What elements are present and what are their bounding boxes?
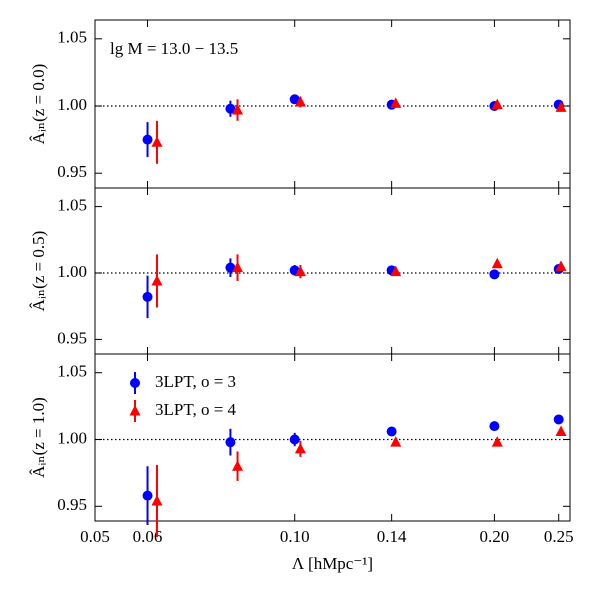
data-point — [225, 437, 236, 448]
data-point — [489, 269, 500, 280]
data-point — [294, 265, 306, 277]
y-tick-label: 1.05 — [57, 362, 87, 381]
annotation: lg M = 13.0 − 13.5 — [110, 39, 238, 58]
y-tick-label: 1.05 — [57, 195, 87, 214]
data-point — [151, 274, 163, 286]
data-point — [225, 262, 236, 273]
data-point — [390, 97, 402, 108]
data-point — [491, 436, 503, 447]
data-point — [232, 460, 244, 471]
data-point — [232, 104, 244, 115]
data-point — [142, 490, 153, 501]
data-point — [390, 436, 402, 447]
data-point — [491, 98, 503, 110]
x-tick-label: 0.20 — [480, 527, 510, 546]
legend-marker — [130, 378, 140, 388]
legend-label: 3LPT, o = 4 — [155, 400, 237, 419]
data-point — [142, 291, 153, 302]
data-point — [232, 261, 244, 273]
data-point — [489, 421, 500, 432]
x-tick-label: 0.05 — [80, 527, 110, 546]
y-tick-label: 0.95 — [57, 495, 87, 514]
data-point — [386, 426, 397, 437]
y-axis-label: Âᵢₙ(z = 0.5) — [29, 231, 48, 312]
panel-frame — [94, 187, 571, 355]
data-point — [390, 265, 402, 277]
y-tick-label: 1.05 — [57, 28, 87, 47]
data-point — [491, 257, 503, 269]
legend-marker — [129, 405, 141, 416]
y-axis-label: Âᵢₙ(z = 1.0) — [29, 397, 48, 478]
data-point — [289, 434, 300, 445]
x-axis-label: Λ [hMpc⁻¹] — [292, 554, 373, 573]
x-tick-label: 0.06 — [133, 527, 163, 546]
data-point — [294, 95, 306, 107]
data-point — [151, 136, 163, 147]
y-tick-label: 1.00 — [57, 262, 87, 281]
y-tick-label: 0.95 — [57, 162, 87, 181]
y-tick-label: 1.00 — [57, 95, 87, 114]
x-tick-label: 0.10 — [280, 527, 310, 546]
data-point — [294, 442, 306, 454]
y-axis-label: Âᵢₙ(z = 0.0) — [29, 64, 48, 145]
data-point — [225, 103, 236, 114]
x-tick-label: 0.25 — [544, 527, 574, 546]
data-point — [142, 134, 153, 145]
x-tick-label: 0.14 — [377, 527, 407, 546]
data-point — [555, 425, 567, 436]
data-point — [289, 94, 300, 105]
y-tick-label: 1.00 — [57, 428, 87, 447]
data-point — [555, 260, 567, 271]
data-point — [555, 101, 567, 112]
panel-frame — [94, 353, 571, 522]
data-point — [151, 494, 163, 506]
y-tick-label: 0.95 — [57, 328, 87, 347]
data-point — [553, 414, 564, 425]
legend-label: 3LPT, o = 3 — [155, 372, 236, 391]
